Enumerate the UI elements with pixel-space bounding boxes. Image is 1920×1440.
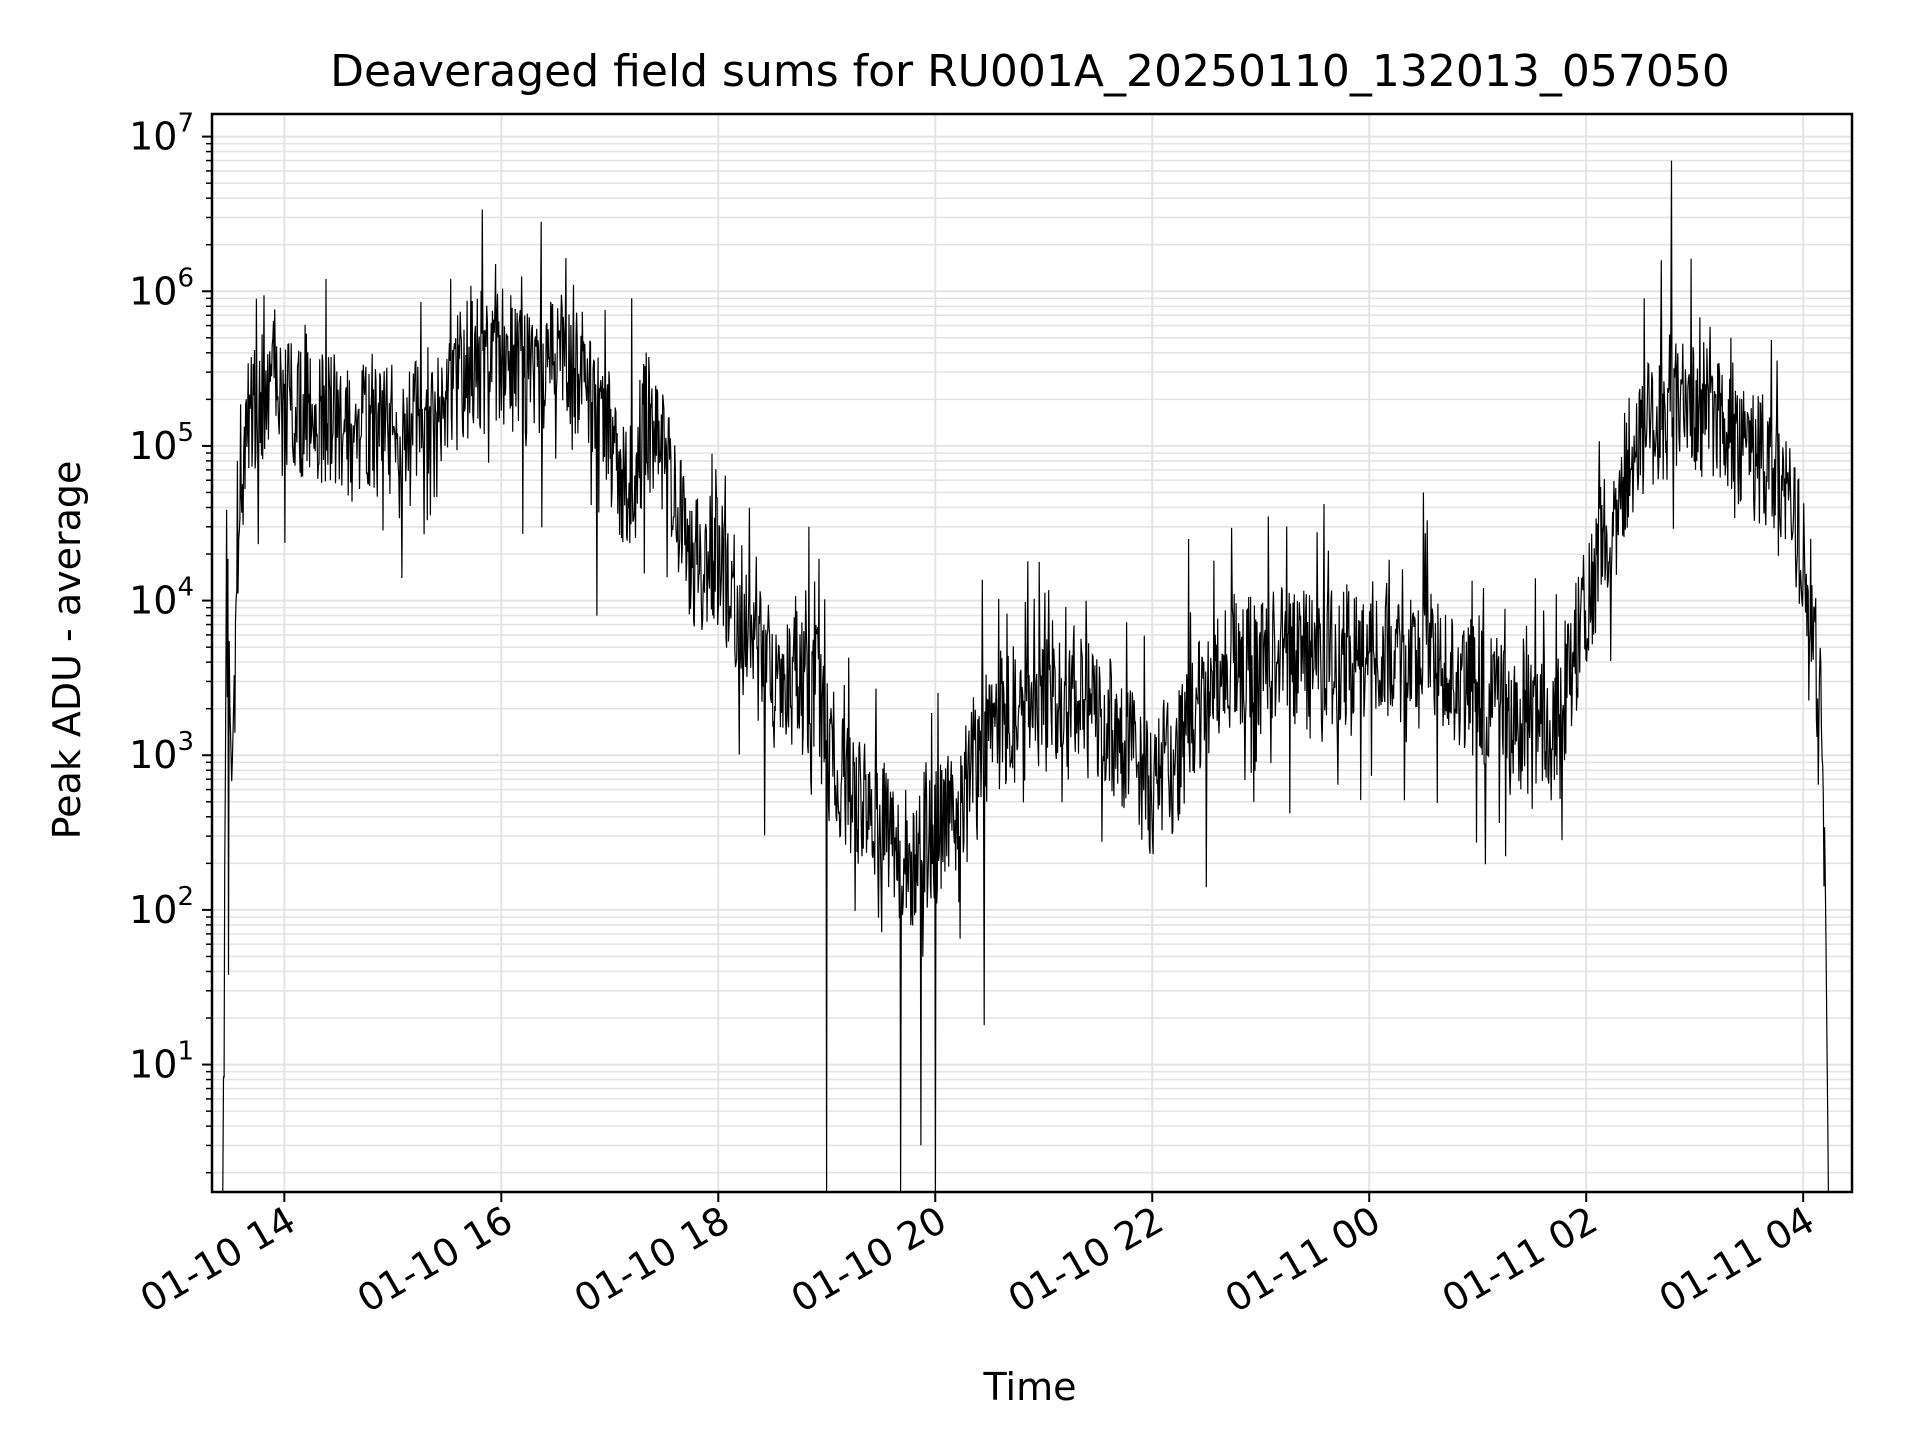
y-tick-label: 105 [129, 418, 194, 468]
y-tick-label: 102 [129, 882, 194, 932]
plot-frame [210, 112, 1854, 1194]
x-axis-label: Time [983, 1365, 1077, 1409]
chart-title: Deaveraged field sums for RU001A_2025011… [330, 46, 1730, 97]
y-tick-label: 107 [129, 109, 194, 159]
y-tick-label: 104 [129, 573, 194, 623]
series-line [222, 160, 1829, 1192]
y-tick-label: 106 [129, 263, 194, 313]
y-tick-label: 103 [129, 727, 194, 777]
series-layer [222, 160, 1829, 1192]
y-tick-label: 101 [129, 1037, 194, 1087]
y-axis-label: Peak ADU - average [45, 461, 89, 840]
